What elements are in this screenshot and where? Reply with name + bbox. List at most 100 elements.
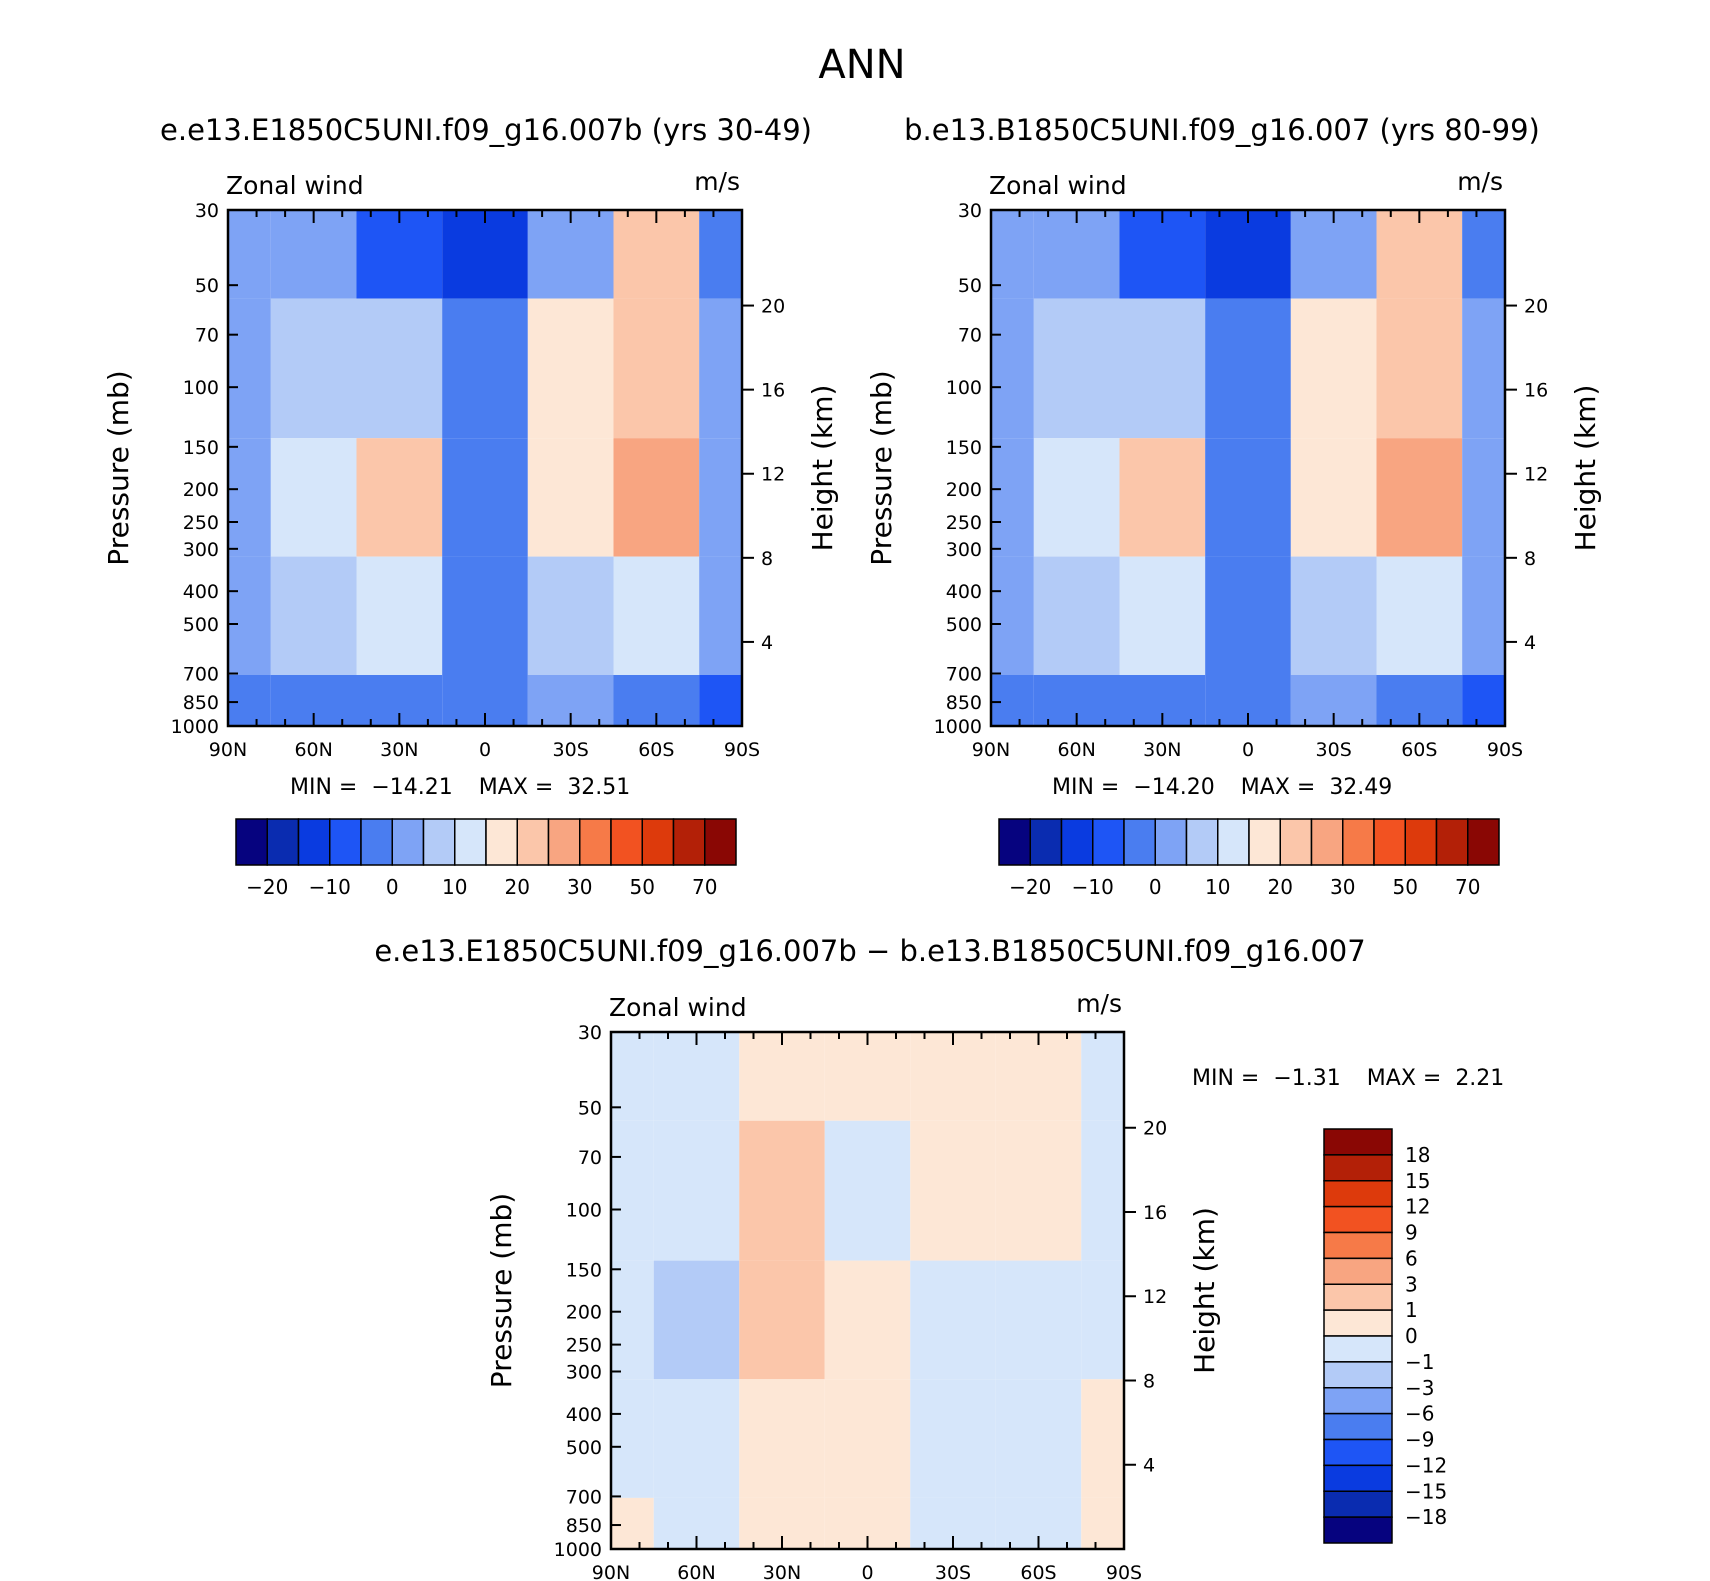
colorbar-label: −6 xyxy=(1405,1402,1434,1426)
colorbar-box xyxy=(1185,818,1219,866)
colorbar-label: −3 xyxy=(1405,1376,1434,1400)
y-tick-label: 150 xyxy=(183,437,219,459)
contour-cell xyxy=(910,1032,996,1121)
contour-cell xyxy=(1033,298,1120,439)
contour-cell xyxy=(739,1260,825,1380)
contour-cell xyxy=(527,438,614,557)
left-string-label: Zonal wind xyxy=(989,171,1127,200)
colorbar-label: 50 xyxy=(1393,875,1418,899)
colorbar-box xyxy=(235,818,268,866)
y-tick-label: 850 xyxy=(946,692,982,714)
colorbar-box xyxy=(1323,1438,1393,1467)
contour-cell xyxy=(1119,438,1206,557)
contour-cell xyxy=(356,210,443,299)
contour-cell xyxy=(653,1379,740,1498)
contour-cell xyxy=(653,1260,740,1380)
chart-panel-left: e.e13.E1850C5UNI.f09_g16.007b (yrs 30-49… xyxy=(102,113,839,899)
y-tick-label: 500 xyxy=(566,1437,602,1459)
height-tick-label: 4 xyxy=(761,632,773,654)
colorbar-box xyxy=(547,818,581,866)
height-tick-label: 4 xyxy=(1143,1455,1155,1477)
contour-cell xyxy=(1081,1379,1124,1498)
contour-cell xyxy=(1376,210,1463,299)
x-tick-label: 0 xyxy=(1242,739,1254,761)
colorbar-box xyxy=(579,818,612,866)
max-label: MAX = xyxy=(479,775,554,800)
y-tick-label: 30 xyxy=(578,1022,602,1044)
height-tick-label: 8 xyxy=(761,548,773,570)
y-axis-title-right: Height (km) xyxy=(806,385,839,552)
contour-cell xyxy=(824,1379,911,1498)
figure-title: ANN xyxy=(818,42,905,88)
contour-cell xyxy=(442,556,528,676)
colorbar-box xyxy=(1323,1490,1393,1518)
stats-line: MIN = −1.31 MAX = 2.21 xyxy=(1192,1066,1504,1091)
colorbar-box xyxy=(1323,1283,1393,1311)
y-tick-label: 300 xyxy=(566,1361,602,1383)
y-tick-label: 50 xyxy=(958,275,982,297)
contour-cell xyxy=(1033,556,1120,676)
colorbar-box xyxy=(454,818,487,866)
x-tick-label: 60S xyxy=(1401,739,1437,761)
height-tick-label: 12 xyxy=(1524,464,1548,486)
colorbar-box xyxy=(704,818,737,866)
height-tick-label: 16 xyxy=(1143,1202,1167,1224)
contour-cell xyxy=(228,438,271,557)
contour-cell xyxy=(270,298,357,439)
colorbar-box xyxy=(998,818,1031,866)
x-tick-label: 90N xyxy=(592,1562,630,1581)
contour-cell xyxy=(1205,556,1291,676)
colorbar-label: 12 xyxy=(1405,1195,1430,1219)
y-tick-label: 100 xyxy=(183,377,219,399)
max-value: 2.21 xyxy=(1455,1066,1504,1091)
x-tick-label: 30N xyxy=(380,739,418,761)
colorbar-box xyxy=(1467,818,1500,866)
height-tick-label: 12 xyxy=(761,464,785,486)
x-tick-label: 30S xyxy=(553,739,589,761)
y-tick-label: 30 xyxy=(958,200,982,222)
contour-cell xyxy=(1462,556,1505,676)
colorbar-label: 0 xyxy=(1149,875,1162,899)
min-label: MIN = xyxy=(1052,775,1119,800)
contour-cell xyxy=(1119,210,1206,299)
contour-cell xyxy=(613,556,700,676)
x-tick-label: 60N xyxy=(1057,739,1095,761)
min-value: −1.31 xyxy=(1273,1066,1340,1091)
y-tick-label: 150 xyxy=(946,437,982,459)
contour-cell xyxy=(910,1260,996,1380)
height-tick-label: 12 xyxy=(1143,1286,1167,1308)
colorbar-box xyxy=(1323,1361,1393,1389)
colorbar-label: 18 xyxy=(1405,1143,1430,1167)
contour-cell xyxy=(1462,438,1505,557)
colorbar-box xyxy=(1310,818,1344,866)
contour-cell xyxy=(228,556,271,676)
contour-cell xyxy=(613,210,700,299)
colorbar-box xyxy=(1123,818,1156,866)
y-tick-label: 1000 xyxy=(554,1539,602,1561)
contour-cell xyxy=(991,675,1034,726)
contour-cell xyxy=(442,438,528,557)
contour-cell xyxy=(995,1120,1082,1261)
colorbar-box xyxy=(1373,818,1406,866)
contour-cell xyxy=(228,298,271,439)
y-tick-label: 850 xyxy=(183,692,219,714)
colorbar-box xyxy=(1323,1128,1393,1156)
contour-cell xyxy=(1033,210,1120,299)
y-tick-label: 250 xyxy=(566,1335,602,1357)
colorbar-label: −12 xyxy=(1405,1453,1447,1477)
contour-cell xyxy=(910,1120,996,1261)
contour-cell xyxy=(910,1379,996,1498)
contour-cell xyxy=(356,556,443,676)
y-axis-title-right: Height (km) xyxy=(1569,385,1602,552)
colorbar-label: 70 xyxy=(692,875,717,899)
colorbar: −20 −10 0 10 20 30 50 70 xyxy=(235,818,737,899)
colorbar-box xyxy=(1323,1387,1393,1415)
height-tick-label: 8 xyxy=(1524,548,1536,570)
max-value: 32.51 xyxy=(567,775,630,800)
height-tick-label: 16 xyxy=(761,380,785,402)
y-tick-label: 300 xyxy=(946,539,982,561)
contour-cell xyxy=(699,675,742,726)
colorbar-box xyxy=(610,818,643,866)
x-tick-label: 90N xyxy=(972,739,1010,761)
colorbar-box xyxy=(1092,818,1125,866)
